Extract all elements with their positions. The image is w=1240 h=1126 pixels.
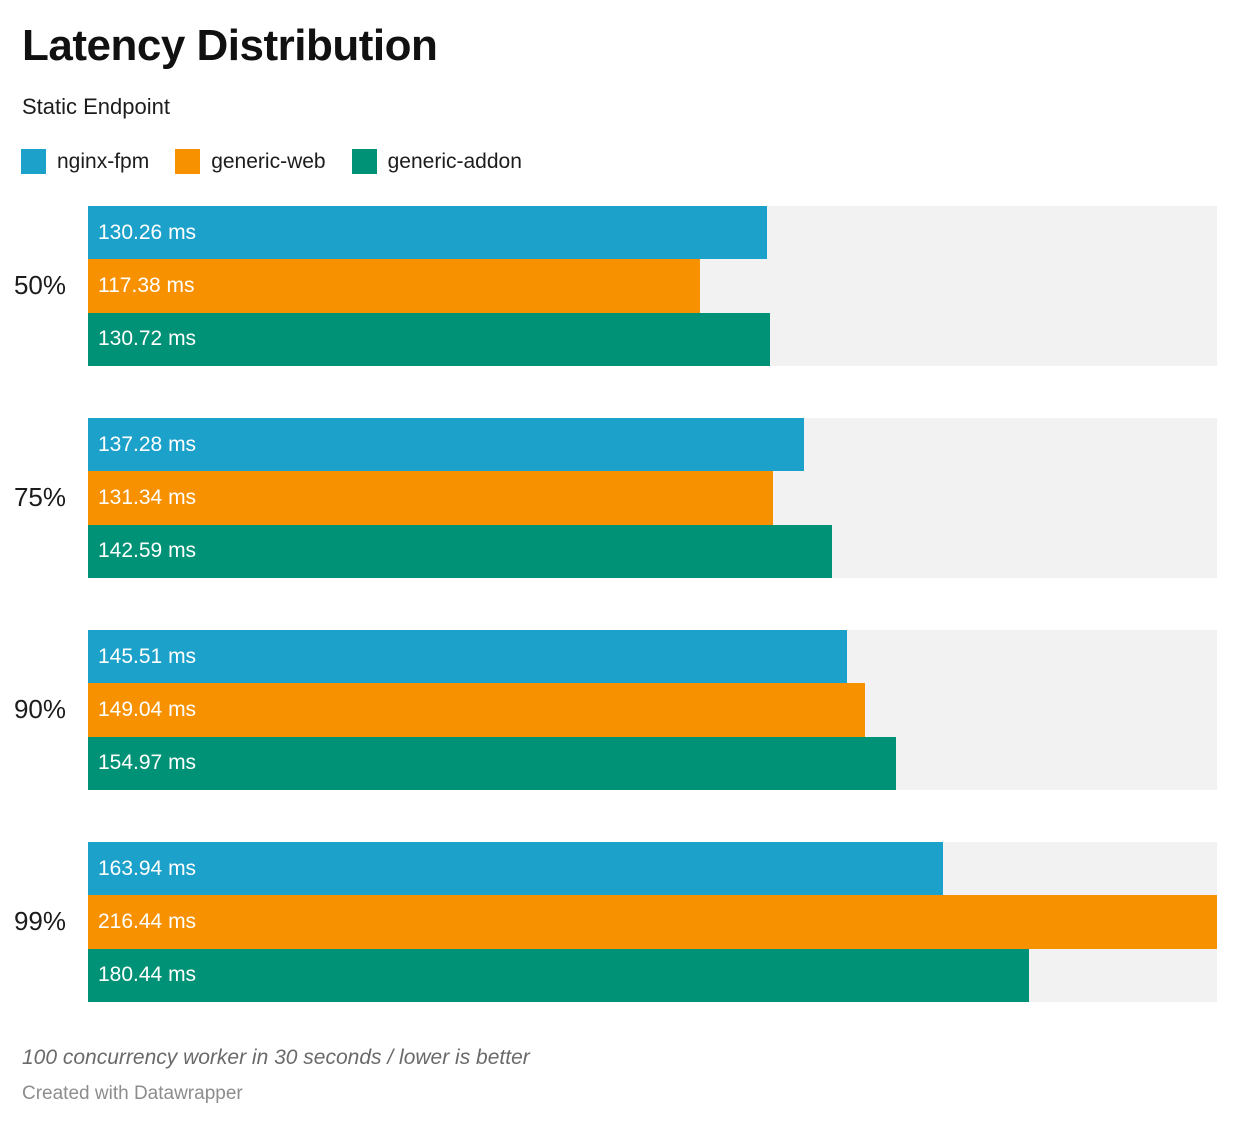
legend-item-generic-addon: generic-addon	[351, 149, 522, 174]
bar-value-label: 216.44 ms	[98, 909, 197, 933]
chart-note: 100 concurrency worker in 30 seconds / l…	[22, 1045, 530, 1069]
legend-item-nginx-fpm: nginx-fpm	[21, 149, 149, 174]
bar-value-label: 130.26 ms	[98, 220, 197, 244]
bar-value-label: 180.44 ms	[98, 963, 197, 987]
category-label: 50%	[13, 270, 66, 301]
bar-nginx-fpm: 163.94 ms	[88, 841, 944, 896]
legend-swatch-icon	[175, 149, 201, 174]
bar-chart: 50% 130.26 ms 117.38 ms 130.72 ms 75% 137.28 …	[0, 206, 1240, 1002]
legend-label: nginx-fpm	[57, 149, 150, 173]
bar-track: 163.94 ms 216.44 ms 180.44 ms	[88, 841, 1217, 1002]
bar-value-label: 145.51 ms	[98, 644, 197, 668]
bar-track: 145.51 ms 149.04 ms 154.97 ms	[88, 629, 1217, 790]
bar-group-90%: 90% 145.51 ms 149.04 ms 154.97 ms	[0, 629, 1240, 790]
bar-generic-web: 216.44 ms	[88, 895, 1217, 949]
bar-nginx-fpm: 137.28 ms	[88, 417, 805, 472]
bar-group-50%: 50% 130.26 ms 117.38 ms 130.72 ms	[0, 206, 1240, 366]
legend-item-generic-web: generic-web	[175, 149, 326, 174]
bar-value-label: 137.28 ms	[98, 432, 197, 456]
bar-nginx-fpm: 130.26 ms	[88, 206, 768, 260]
legend-label: generic-addon	[387, 149, 522, 173]
legend-label: generic-web	[211, 149, 326, 173]
bar-value-label: 149.04 ms	[98, 697, 197, 721]
bar-generic-addon: 154.97 ms	[88, 736, 897, 790]
category-label: 75%	[13, 482, 66, 513]
legend-swatch-icon	[21, 149, 46, 174]
bar-value-label: 131.34 ms	[98, 485, 197, 509]
bar-value-label: 130.72 ms	[98, 327, 197, 351]
bar-generic-addon: 180.44 ms	[88, 948, 1030, 1002]
datawrapper-attribution-link[interactable]: Created with Datawrapper	[22, 1082, 243, 1104]
bar-generic-addon: 130.72 ms	[88, 312, 770, 366]
bar-generic-web: 149.04 ms	[88, 683, 866, 737]
bar-group-75%: 75% 137.28 ms 131.34 ms 142.59 ms	[0, 417, 1240, 578]
bar-generic-addon: 142.59 ms	[88, 524, 832, 578]
bar-track: 137.28 ms 131.34 ms 142.59 ms	[88, 417, 1217, 578]
bar-nginx-fpm: 145.51 ms	[88, 629, 847, 684]
category-label: 90%	[13, 694, 66, 725]
bar-value-label: 163.94 ms	[98, 856, 197, 880]
bar-track: 130.26 ms 117.38 ms 130.72 ms	[88, 206, 1217, 366]
chart-title: Latency Distribution	[22, 21, 438, 70]
bar-generic-web: 117.38 ms	[88, 259, 701, 313]
bar-generic-web: 131.34 ms	[88, 471, 774, 525]
bar-value-label: 154.97 ms	[98, 751, 197, 775]
category-label: 99%	[13, 906, 66, 937]
legend: nginx-fpm generic-web generic-addon	[21, 149, 1216, 174]
chart-subtitle: Static Endpoint	[22, 94, 170, 119]
chart-header: Latency Distribution Static Endpoint	[22, 22, 1216, 120]
bar-value-label: 142.59 ms	[98, 539, 197, 563]
bar-group-99%: 99% 163.94 ms 216.44 ms 180.44 ms	[0, 841, 1240, 1002]
bar-value-label: 117.38 ms	[98, 273, 195, 297]
legend-swatch-icon	[351, 149, 377, 174]
